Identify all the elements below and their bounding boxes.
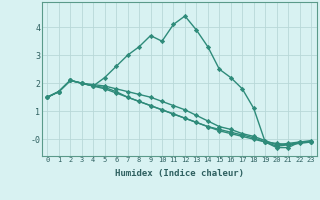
X-axis label: Humidex (Indice chaleur): Humidex (Indice chaleur) [115, 169, 244, 178]
